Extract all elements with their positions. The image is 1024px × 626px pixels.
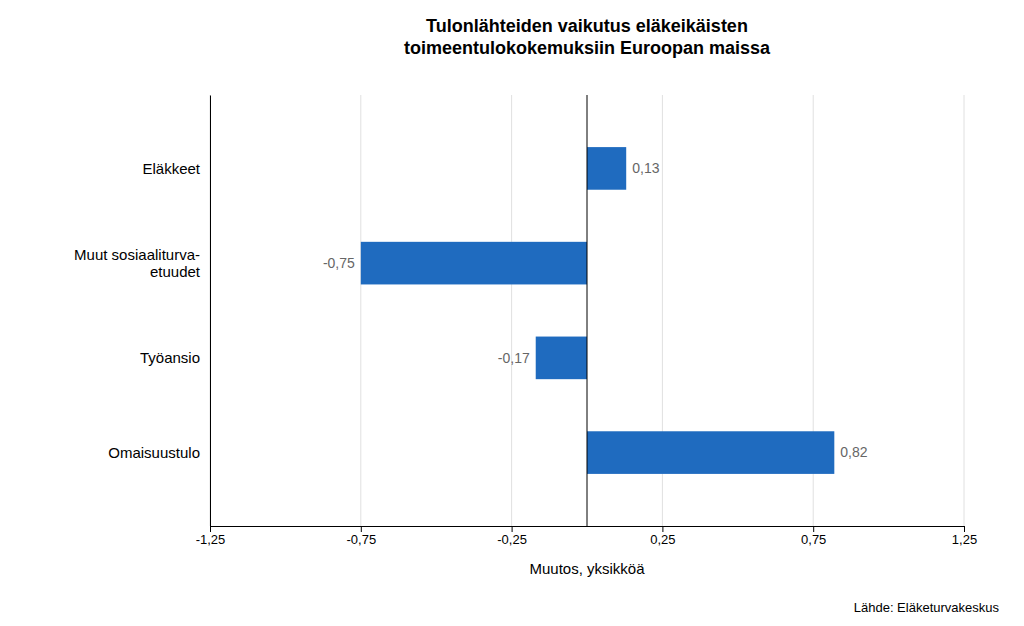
- x-tick: -1,25: [196, 526, 226, 547]
- x-axis: -1,25 -0,75 -0,25 0,25 0,75 1,25: [196, 526, 977, 547]
- x-tick-mark: [512, 526, 513, 532]
- x-tick-label: 0,75: [801, 532, 826, 547]
- zero-line: [587, 95, 588, 526]
- x-tick-label: -1,25: [196, 532, 226, 547]
- x-tick: 1,25: [952, 526, 977, 547]
- x-tick-label: -0,25: [497, 532, 527, 547]
- bar: [361, 242, 587, 285]
- x-tick-mark: [210, 526, 211, 532]
- data-label: 0,13: [632, 160, 659, 176]
- x-axis-label: Muutos, yksikköä: [529, 560, 645, 577]
- bars: [361, 147, 835, 474]
- y-axis: Eläkkeet Muut sosiaaliturva-etuudet Työans…: [74, 96, 210, 527]
- data-labels: 0,13 -0,75 -0,17 0,82: [323, 160, 868, 460]
- y-tick-label: Omaisuustulo: [108, 444, 200, 461]
- x-tick-mark: [964, 526, 965, 532]
- bar: [587, 431, 834, 474]
- x-tick-label: 0,25: [650, 532, 675, 547]
- y-tick: Omaisuustulo: [108, 444, 200, 461]
- x-axis-line: [211, 527, 965, 533]
- annotation: Lähde: Eläketurvakeskus: [854, 600, 1000, 615]
- grid-line: [511, 95, 512, 526]
- chart: 0,13 -0,75 -0,17 0,82 -1,25 -0,75 -0,25 0,25 0,7…: [0, 0, 1024, 626]
- grid-line: [964, 95, 965, 526]
- x-tick: 0,25: [650, 526, 675, 547]
- y-tick: Eläkkeet: [142, 160, 200, 177]
- x-tick-mark: [662, 526, 663, 532]
- y-tick: Muut sosiaaliturva-etuudet: [74, 246, 201, 280]
- x-tick: -0,75: [346, 526, 376, 547]
- bar: [587, 147, 626, 190]
- y-axis-line: [210, 96, 211, 527]
- x-tick: -0,25: [497, 526, 527, 547]
- data-label: 0,82: [840, 444, 867, 460]
- grid-line: [210, 95, 211, 526]
- bar: [536, 337, 587, 380]
- x-tick-label: -0,75: [346, 532, 376, 547]
- data-label: -0,17: [498, 350, 530, 366]
- y-tick: Työansio: [140, 349, 200, 366]
- x-tick: 0,75: [801, 526, 826, 547]
- y-tick-label: Työansio: [140, 349, 200, 366]
- x-tick-mark: [361, 526, 362, 532]
- y-tick-label: Eläkkeet: [142, 160, 200, 177]
- data-label: -0,75: [323, 255, 355, 271]
- x-tick-label: 1,25: [952, 532, 977, 547]
- grid-line: [360, 95, 361, 526]
- x-tick-mark: [813, 526, 814, 532]
- title: Tulonlähteiden vaikutus eläkeikäistentoi…: [404, 16, 771, 58]
- y-tick-label: Muut sosiaaliturva-etuudet: [74, 246, 201, 280]
- grid: [210, 95, 964, 526]
